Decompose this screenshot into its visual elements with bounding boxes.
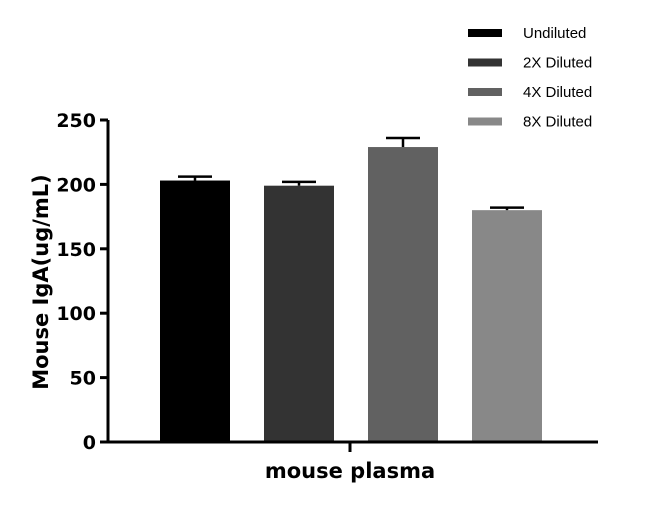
bars-layer [160,147,542,443]
legend-swatch [468,58,502,67]
error-bars-layer [178,136,524,211]
y-axis-title: Mouse IgA(ug/mL) [29,174,53,390]
legend-swatch [468,117,502,126]
bar [160,180,230,442]
legend-label: 2X Diluted [523,55,592,72]
y-ticks-layer: 0 50 100 150 200 250 [56,110,108,454]
y-tick-label: 200 [56,174,96,196]
axes-layer [106,120,598,452]
y-tick-label: 50 [70,368,96,390]
legend: Undiluted 2X Diluted 4X Diluted 8X Diluted [468,25,592,131]
legend-label: 8X Diluted [523,114,592,131]
legend-swatch [468,88,502,96]
y-tick-label: 0 [83,432,96,454]
legend-label: 4X Diluted [523,84,592,101]
y-tick-label: 150 [56,239,96,261]
y-tick-label: 250 [56,110,96,132]
bar [264,185,334,443]
legend-swatch [468,29,502,37]
y-tick-label: 100 [56,303,96,325]
bar [368,147,438,442]
legend-label: Undiluted [523,25,586,42]
x-axis-title: mouse plasma [265,459,435,483]
bar [472,210,542,442]
